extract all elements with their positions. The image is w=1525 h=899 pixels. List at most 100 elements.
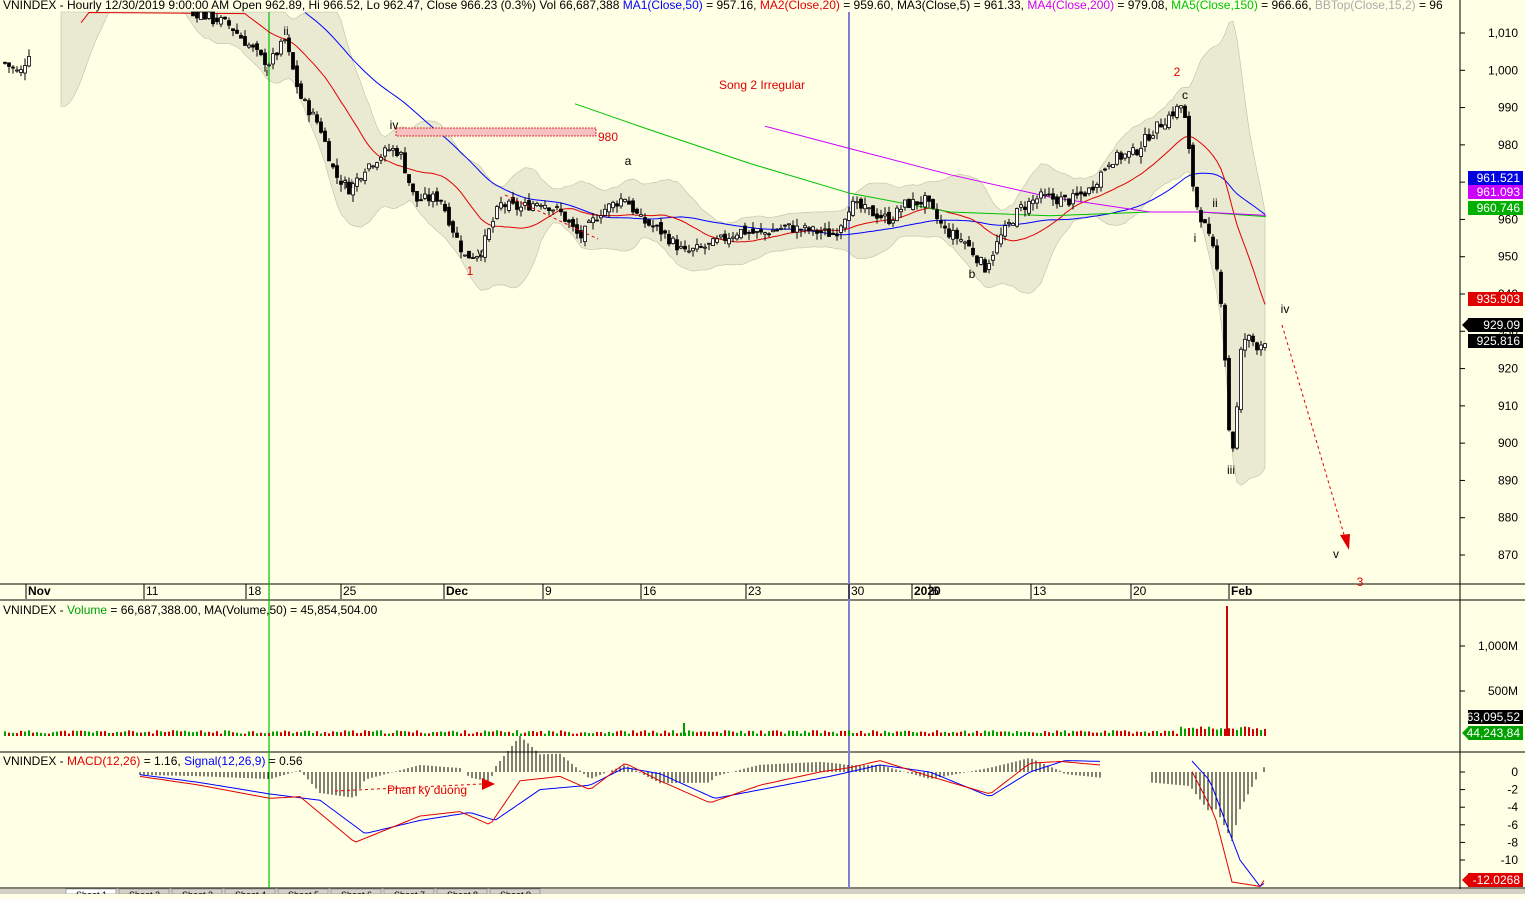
candle-body [767, 233, 771, 236]
candle-body [883, 213, 887, 217]
price-tick-label: 1,010 [1488, 26, 1518, 40]
candle-body [195, 11, 199, 19]
candle-body [871, 205, 875, 217]
sheet-tab-label[interactable]: Sheet 6 [341, 890, 372, 899]
divergence-line [334, 783, 483, 792]
candle-body [567, 219, 571, 223]
candle-body [931, 199, 935, 209]
candle-body [1155, 121, 1159, 134]
price-tick-label: 910 [1498, 399, 1518, 413]
macd-plot: 0 -2 -4 -6 -8 -10 Phan ky duong -12.0268 [139, 736, 1523, 888]
candle-body [23, 65, 27, 74]
candle-body [959, 239, 963, 242]
candle-body [547, 207, 551, 212]
candle-body [1207, 223, 1211, 234]
candle-body [943, 225, 947, 229]
candle-body [263, 52, 267, 65]
candle-body [291, 52, 295, 70]
price-tick-label: 960 [1498, 212, 1518, 226]
candle-body [495, 206, 499, 219]
candle-body [791, 225, 795, 233]
sheet-tab-label[interactable]: Sheet 7 [394, 890, 425, 899]
candle-body [659, 222, 663, 235]
volume-tick-label: 1,000M [1478, 639, 1518, 653]
candle-body [735, 234, 739, 240]
candle-body [835, 233, 839, 237]
candle-body [1183, 105, 1187, 119]
wave-label: 3 [1357, 575, 1364, 589]
wave-label: iii [345, 177, 353, 191]
candle-body [827, 228, 831, 237]
sheet-tab-label[interactable]: Sheet 8 [447, 890, 478, 899]
candle-body [7, 62, 11, 67]
candle-body [687, 250, 691, 253]
candle-body [927, 195, 931, 202]
sheet-tab-label[interactable]: Sheet 1 [76, 890, 107, 899]
candle-body [351, 183, 355, 196]
macd-tick-label: -6 [1507, 818, 1518, 832]
candle-body [1099, 171, 1103, 188]
candle-body [1011, 223, 1015, 226]
candle-body [1083, 192, 1087, 197]
macd-tick-label: -8 [1507, 835, 1518, 849]
wave-label: 1 [467, 264, 474, 278]
candle-body [979, 256, 983, 265]
candle-body [339, 180, 343, 185]
candle-body [635, 208, 639, 214]
price-header: VNINDEX - Hourly 12/30/2019 9:00:00 AM O… [3, 0, 1443, 12]
candle-body [15, 69, 19, 72]
price-tick-label: 900 [1498, 436, 1518, 450]
candle-body [491, 221, 495, 228]
macd-tick-label: 0 [1511, 765, 1518, 779]
candle-body [1115, 151, 1119, 165]
candle-body [379, 156, 383, 161]
candle-body [627, 200, 631, 205]
sheet-tab-label[interactable]: Sheet 4 [235, 890, 266, 899]
candle-body [191, 11, 195, 17]
candle-body [691, 247, 695, 252]
candle-body [1187, 115, 1191, 149]
candle-body [1211, 236, 1215, 247]
sheet-tab-label[interactable]: Sheet 2 [129, 890, 160, 899]
candle-body [795, 225, 799, 233]
candle-body [271, 53, 275, 65]
candle-body [863, 204, 867, 210]
volume-tick-label: 500M [1488, 684, 1518, 698]
candle-body [1215, 245, 1219, 270]
candle-body [1263, 343, 1267, 348]
candle-body [855, 201, 859, 204]
candle-body [987, 263, 991, 270]
candle-body [615, 203, 619, 207]
date-tick-label: 11 [146, 584, 159, 598]
date-tick-label: 23 [748, 584, 762, 598]
price-tick-label: 890 [1498, 473, 1518, 487]
candle-body [211, 11, 215, 25]
candle-body [815, 229, 819, 234]
candle-body [527, 200, 531, 211]
candle-body [251, 44, 255, 48]
date-tick-label: 16 [643, 584, 657, 598]
sheet-tab-label[interactable]: Sheet 3 [182, 890, 213, 899]
candle-body [1055, 196, 1059, 205]
candle-body [1159, 123, 1163, 128]
date-tick-label: 25 [343, 584, 357, 598]
candle-body [511, 197, 515, 204]
candle-body [1103, 168, 1107, 171]
candle-body [647, 219, 651, 226]
sheet-tab-label[interactable]: Sheet 9 [500, 890, 531, 899]
candle-body [799, 228, 803, 231]
candle-body [843, 218, 847, 229]
sheet-tab-label[interactable]: Sheet 5 [288, 890, 319, 899]
candle-body [3, 61, 7, 64]
candle-body [279, 40, 283, 55]
candle-body [935, 209, 939, 219]
candle-body [435, 191, 439, 202]
candle-body [259, 49, 263, 56]
candle-body [831, 232, 835, 235]
candle-body [471, 257, 475, 259]
candle-body [643, 217, 647, 224]
candle-body [535, 203, 539, 206]
candle-body [1255, 342, 1259, 351]
candle-body [711, 238, 715, 247]
